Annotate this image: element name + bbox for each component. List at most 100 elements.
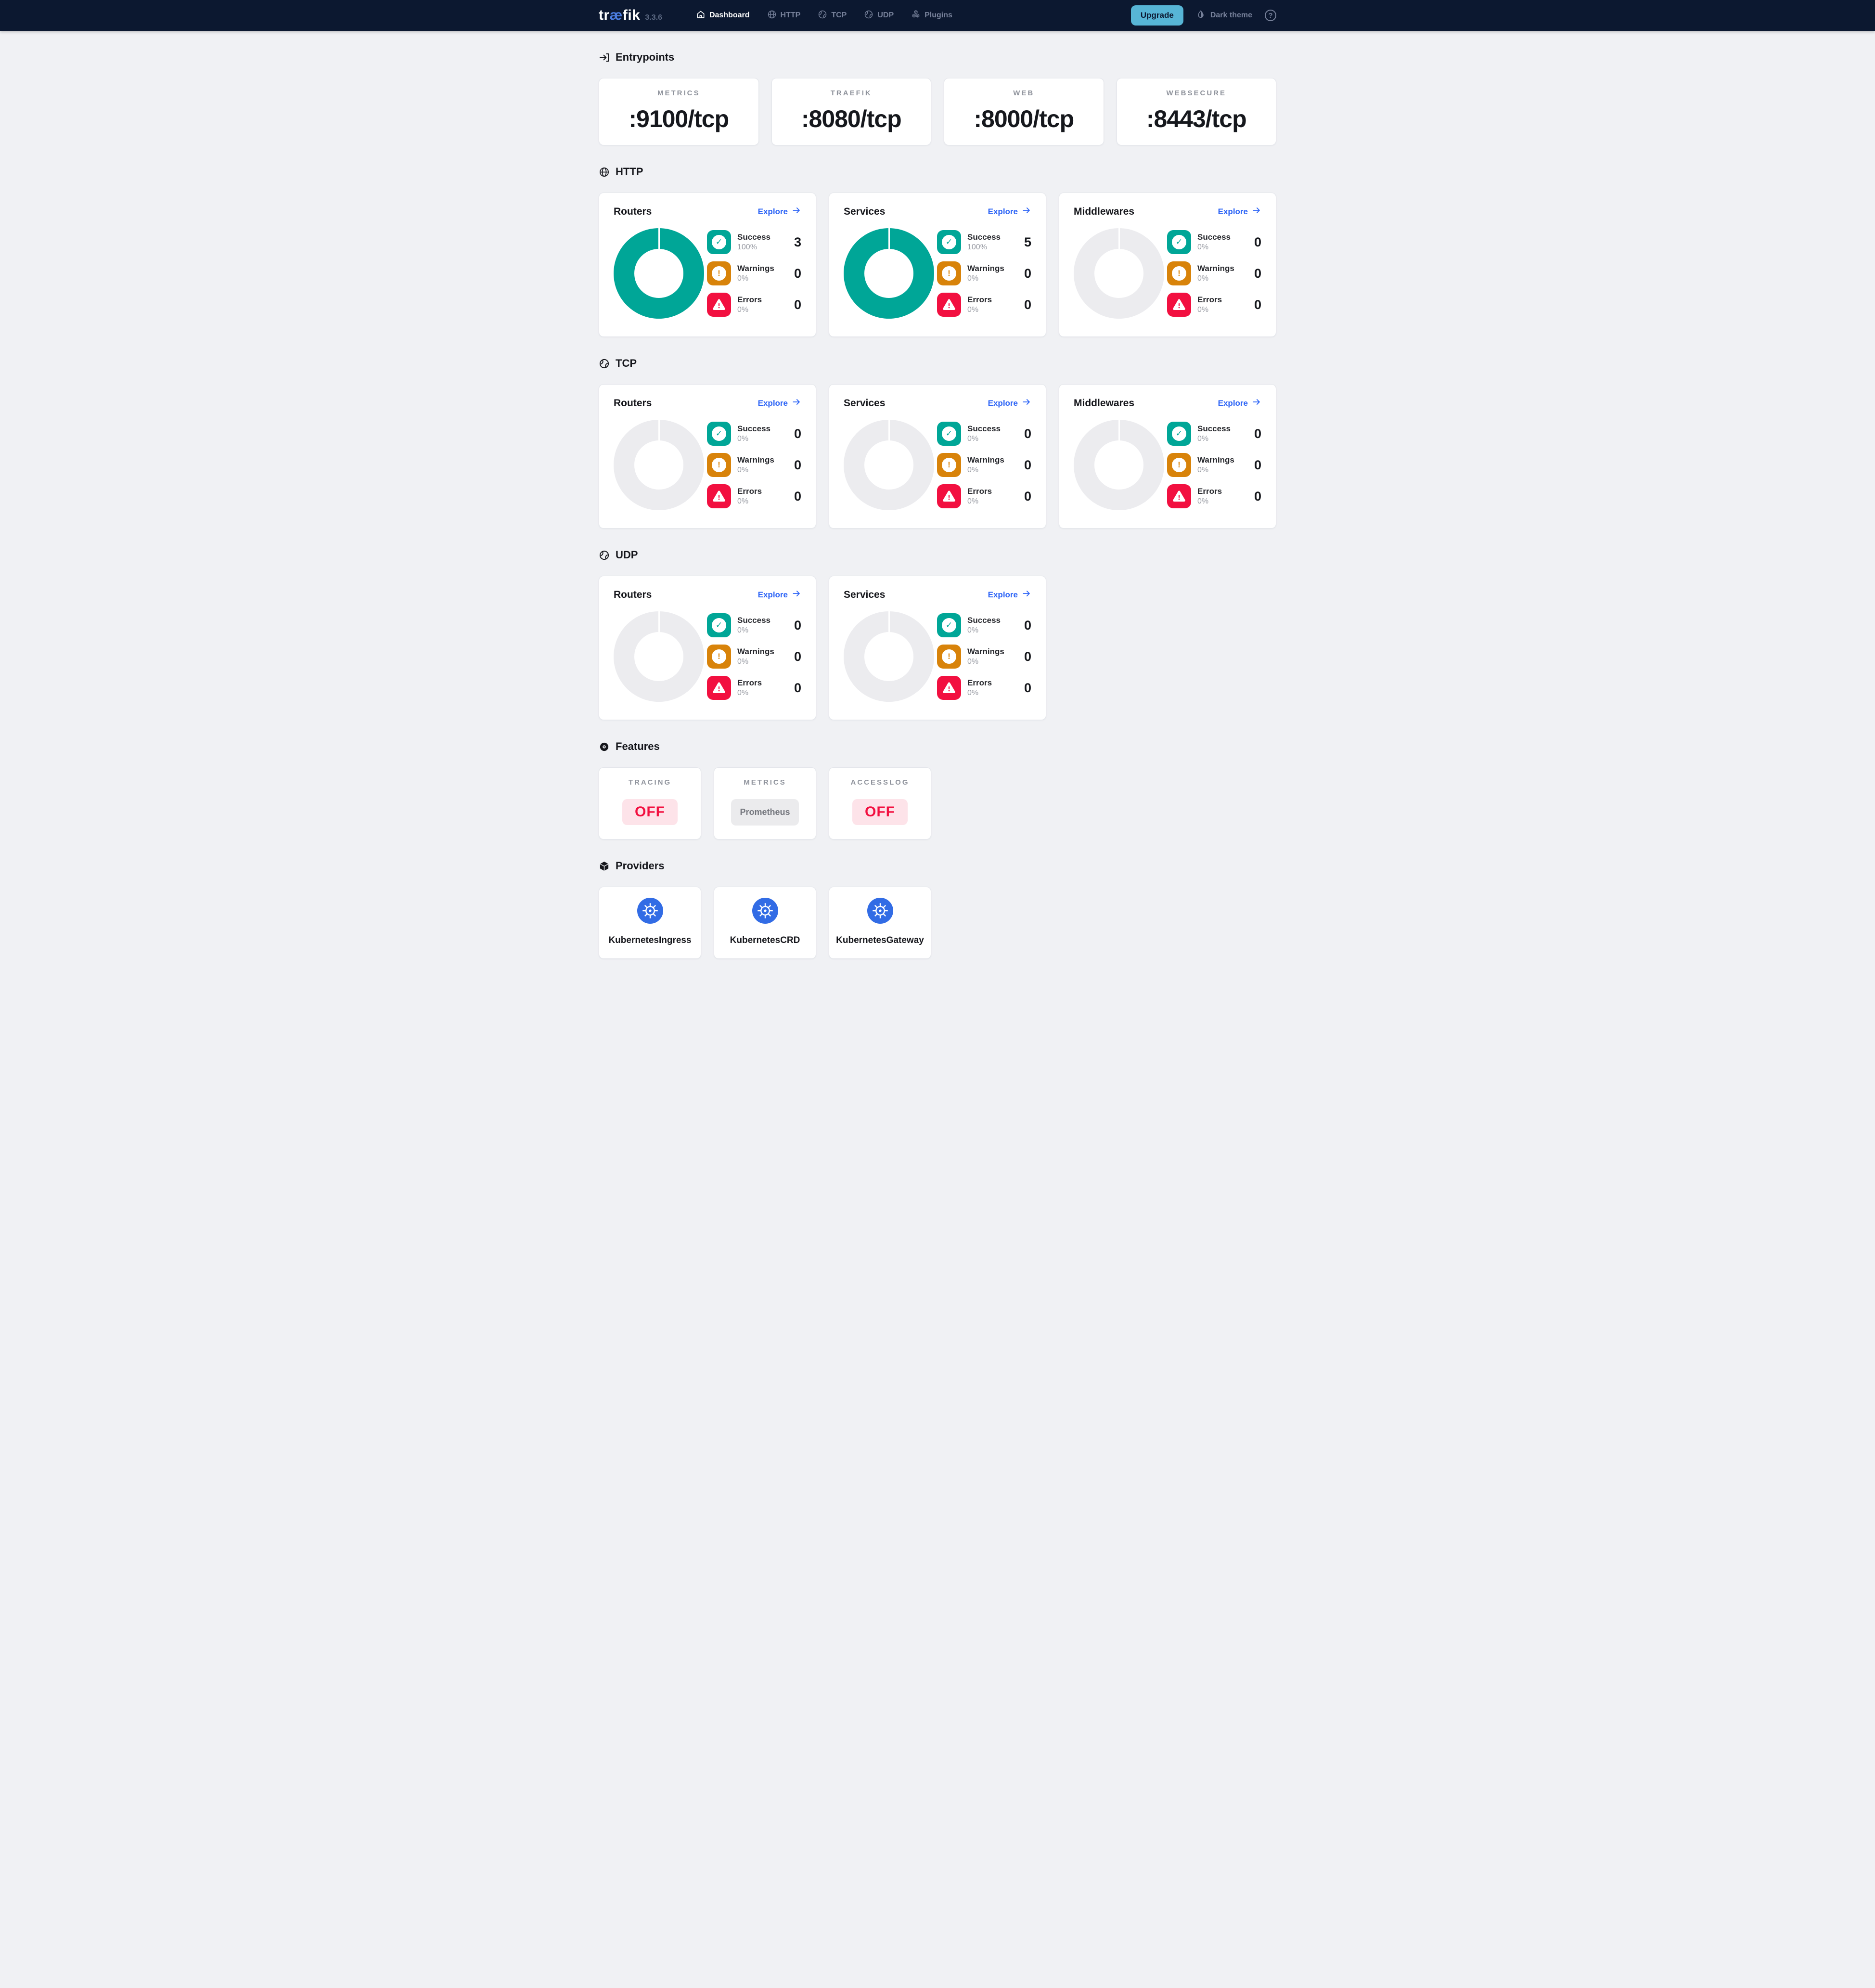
error-icon [937,676,961,700]
explore-link[interactable]: Explore [1218,397,1261,409]
nav-item-tcp[interactable]: TCP [818,10,847,22]
section-title: Entrypoints [616,51,675,63]
home-icon [696,10,706,22]
theme-label: Dark theme [1210,11,1252,19]
error-icon [707,676,731,700]
nav-item-udp[interactable]: UDP [864,10,894,22]
dark-theme-toggle[interactable]: Dark theme [1196,10,1252,22]
legend-row-warnings: ! Warnings 0% 0 [1167,453,1261,477]
entrypoint-port: :8443/tcp [1146,105,1247,132]
help-icon[interactable]: ? [1265,10,1276,21]
success-count: 0 [794,618,801,633]
legend-row-success: ✓ Success 0% 0 [707,613,801,637]
warning-icon: ! [707,261,731,285]
warning-icon: ! [937,453,961,477]
legend-row-warnings: ! Warnings 0% 0 [937,645,1031,669]
kubernetes-wheel-icon [637,898,663,924]
warning-icon: ! [1167,261,1191,285]
chart-legend: ✓ Success 0% 0 ! Warnings 0% 0 Errors 0% [1167,230,1261,317]
kubernetes-wheel-icon [752,898,778,924]
success-icon: ✓ [1167,422,1191,446]
udp-heading: UDP [599,549,1276,561]
tcp-middlewares-card: Middlewares Explore ✓ Success 0% 0 ! Warn… [1059,384,1276,529]
success-count: 0 [1254,426,1261,441]
nav-item-label: HTTP [780,11,801,19]
donut-chart [844,228,934,319]
legend-row-success: ✓ Success 100% 3 [707,230,801,254]
http-section: HTTP Routers Explore ✓ Success 100% 3 [599,166,1276,337]
chart-legend: ✓ Success 0% 0 ! Warnings 0% 0 Errors 0% [707,613,801,700]
errors-count: 0 [1024,680,1031,695]
feature-name: ACCESSLOG [850,778,910,787]
explore-link[interactable]: Explore [758,206,801,218]
features-heading: Features [599,740,1276,753]
section-title: TCP [616,357,637,369]
success-icon: ✓ [707,230,731,254]
globe-icon [599,167,610,178]
feature-name: TRACING [628,778,672,787]
donut-chart [614,611,704,702]
entrypoint-card-metrics: METRICS :9100/tcp [599,78,759,145]
legend-row-errors: Errors 0% 0 [1167,484,1261,508]
warnings-count: 0 [794,649,801,664]
nav-items: Dashboard HTTP TCP UDP Plugins [696,10,952,22]
legend-row-errors: Errors 0% 0 [707,293,801,317]
explore-link[interactable]: Explore [758,589,801,601]
kubernetes-wheel-icon [867,898,893,924]
success-count: 0 [1024,426,1031,441]
tcp-heading: TCP [599,357,1276,370]
legend-row-warnings: ! Warnings 0% 0 [937,261,1031,285]
upgrade-button[interactable]: Upgrade [1130,5,1183,26]
success-count: 3 [794,234,801,249]
nav-item-dashboard[interactable]: Dashboard [696,10,750,22]
legend-row-warnings: ! Warnings 0% 0 [707,645,801,669]
nav-item-label: UDP [877,11,894,19]
provider-name: KubernetesIngress [608,935,692,945]
legend-row-errors: Errors 0% 0 [707,484,801,508]
error-icon [937,484,961,508]
features-section: Features TRACING OFF METRICS Prometheus … [599,740,1276,839]
feature-status-badge: OFF [852,799,908,825]
success-icon: ✓ [937,230,961,254]
donut-chart [844,611,934,702]
nav-item-label: Plugins [925,11,952,19]
entrypoint-card-websecure: WEBSECURE :8443/tcp [1116,78,1276,145]
warnings-count: 0 [1254,266,1261,281]
nav-item-plugins[interactable]: Plugins [911,10,952,22]
warnings-count: 0 [1254,457,1261,472]
entrypoint-name: METRICS [657,89,700,97]
warning-icon: ! [707,453,731,477]
ball-icon [599,550,610,561]
contrast-droplet-icon [1196,10,1206,22]
explore-link[interactable]: Explore [988,397,1031,409]
success-icon: ✓ [937,613,961,637]
explore-link[interactable]: Explore [988,589,1031,601]
chart-legend: ✓ Success 100% 3 ! Warnings 0% 0 Errors 0% [707,230,801,317]
section-title: Providers [616,860,665,872]
legend-row-errors: Errors 0% 0 [937,484,1031,508]
card-title: Middlewares [1074,397,1135,409]
error-icon [707,484,731,508]
entrypoint-port: :8080/tcp [801,105,902,132]
section-title: UDP [616,549,638,561]
entrypoints-section: Entrypoints METRICS :9100/tcp TRAEFIK :8… [599,51,1276,145]
donut-chart [1074,228,1164,319]
legend-row-errors: Errors 0% 0 [707,676,801,700]
provider-name: KubernetesCRD [730,935,800,945]
explore-link[interactable]: Explore [758,397,801,409]
section-title: Features [616,740,660,752]
legend-row-success: ✓ Success 0% 0 [1167,422,1261,446]
legend-row-warnings: ! Warnings 0% 0 [707,453,801,477]
error-icon [1167,293,1191,317]
chart-legend: ✓ Success 0% 0 ! Warnings 0% 0 Errors 0% [937,613,1031,700]
warnings-count: 0 [1024,266,1031,281]
globe-icon [767,10,777,22]
arrow-right-icon [1252,206,1261,218]
success-count: 0 [794,426,801,441]
explore-link[interactable]: Explore [988,206,1031,218]
version-label: 3.3.6 [645,13,662,22]
dashboard-main: Entrypoints METRICS :9100/tcp TRAEFIK :8… [599,51,1276,983]
explore-link[interactable]: Explore [1218,206,1261,218]
arrow-right-icon [1022,206,1031,218]
nav-item-http[interactable]: HTTP [767,10,801,22]
